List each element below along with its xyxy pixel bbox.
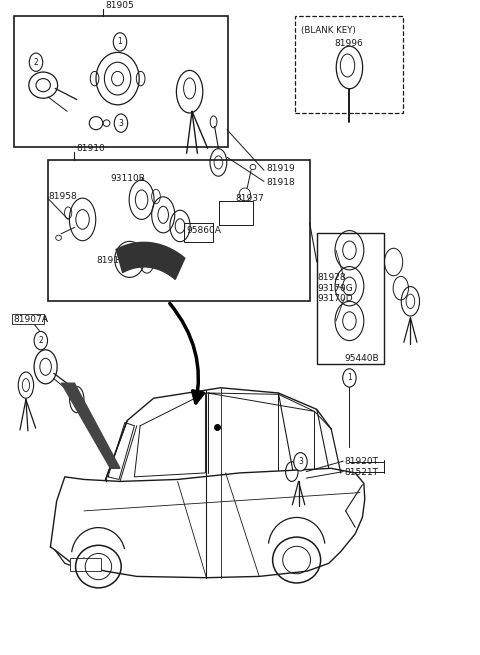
Text: 81910: 81910 [77, 144, 106, 153]
Text: 3: 3 [298, 457, 303, 466]
Text: 3: 3 [119, 119, 123, 128]
Text: 2: 2 [34, 58, 38, 67]
Text: 81918: 81918 [266, 178, 295, 187]
Text: 81937: 81937 [235, 194, 264, 203]
Text: 95860A: 95860A [186, 226, 221, 235]
Text: 81907A: 81907A [13, 315, 48, 324]
Text: 93170G: 93170G [318, 284, 353, 293]
Text: 95440B: 95440B [345, 354, 379, 363]
Polygon shape [116, 242, 185, 280]
Text: 81996: 81996 [335, 39, 363, 48]
Circle shape [294, 453, 307, 471]
Text: 81913: 81913 [96, 256, 125, 265]
Text: 81958: 81958 [48, 192, 77, 201]
Text: 81521T: 81521T [345, 468, 379, 477]
Text: 81928: 81928 [318, 273, 347, 282]
Polygon shape [61, 383, 120, 468]
Text: 2: 2 [38, 336, 43, 345]
Bar [317, 233, 384, 364]
Text: 81907A: 81907A [13, 315, 48, 324]
Bar [70, 558, 101, 571]
Text: 1: 1 [118, 37, 122, 47]
Text: (BLANK KEY): (BLANK KEY) [301, 26, 356, 35]
Text: 81905: 81905 [106, 1, 134, 10]
Circle shape [34, 331, 48, 350]
Text: 93110B: 93110B [110, 174, 145, 183]
Bar [12, 314, 44, 324]
Circle shape [29, 53, 43, 71]
Bar [14, 16, 228, 147]
Bar [184, 223, 213, 242]
Circle shape [114, 114, 128, 132]
Circle shape [343, 369, 356, 387]
Bar [48, 160, 310, 301]
Bar [295, 16, 403, 113]
Circle shape [113, 33, 127, 51]
Text: 81919: 81919 [266, 164, 295, 174]
Text: 1: 1 [347, 373, 352, 383]
Text: 93170D: 93170D [318, 294, 353, 303]
Text: 81920T: 81920T [345, 457, 379, 466]
Bar [219, 201, 253, 225]
